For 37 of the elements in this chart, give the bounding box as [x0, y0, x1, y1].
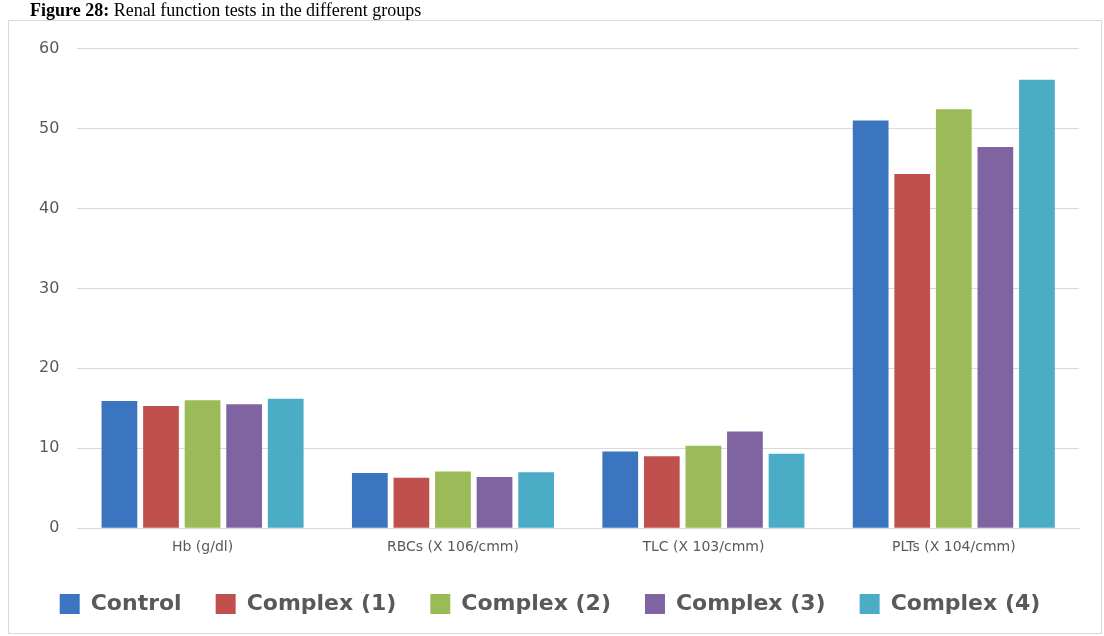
- bar: [1019, 79, 1055, 528]
- legend-label: Complex (1): [246, 589, 397, 615]
- bar: [101, 401, 138, 528]
- bar: [267, 398, 304, 528]
- x-tick-label: Hb (g/dl): [171, 538, 234, 555]
- bar: [476, 477, 513, 528]
- legend-label: Complex (2): [461, 589, 611, 615]
- bar: [852, 120, 889, 528]
- y-tick-label: 30: [39, 277, 60, 297]
- y-tick-label: 50: [39, 117, 60, 137]
- bar: [143, 405, 179, 528]
- bar: [602, 451, 639, 528]
- y-tick-label: 40: [39, 197, 60, 217]
- bar: [685, 445, 722, 528]
- legend-label: Complex (3): [675, 589, 826, 615]
- bar: [727, 431, 763, 528]
- chart-title: Figure 28: Renal function tests in the different groups: [30, 0, 422, 20]
- y-tick-label: 0: [49, 517, 60, 537]
- y-tick-label: 60: [39, 37, 60, 57]
- legend-label: Control: [90, 589, 182, 615]
- y-tick-label: 20: [39, 357, 60, 377]
- bar: [184, 400, 221, 528]
- bar: [226, 404, 263, 528]
- x-tick-label: TLC (X 103/cmm): [641, 538, 765, 555]
- bar: [351, 473, 388, 528]
- bar: [518, 472, 554, 528]
- x-tick-label: PLTs (X 104/cmm): [891, 538, 1016, 555]
- bar: [768, 453, 805, 528]
- x-tick-label: RBCs (X 106/cmm): [386, 538, 519, 555]
- bar: [935, 109, 972, 528]
- bar: [977, 146, 1014, 528]
- bar: [435, 471, 471, 528]
- legend-label: Complex (4): [890, 589, 1041, 615]
- bar: [643, 456, 680, 528]
- y-tick-label: 10: [39, 437, 60, 457]
- bar: [393, 477, 430, 528]
- bar: [894, 174, 931, 528]
